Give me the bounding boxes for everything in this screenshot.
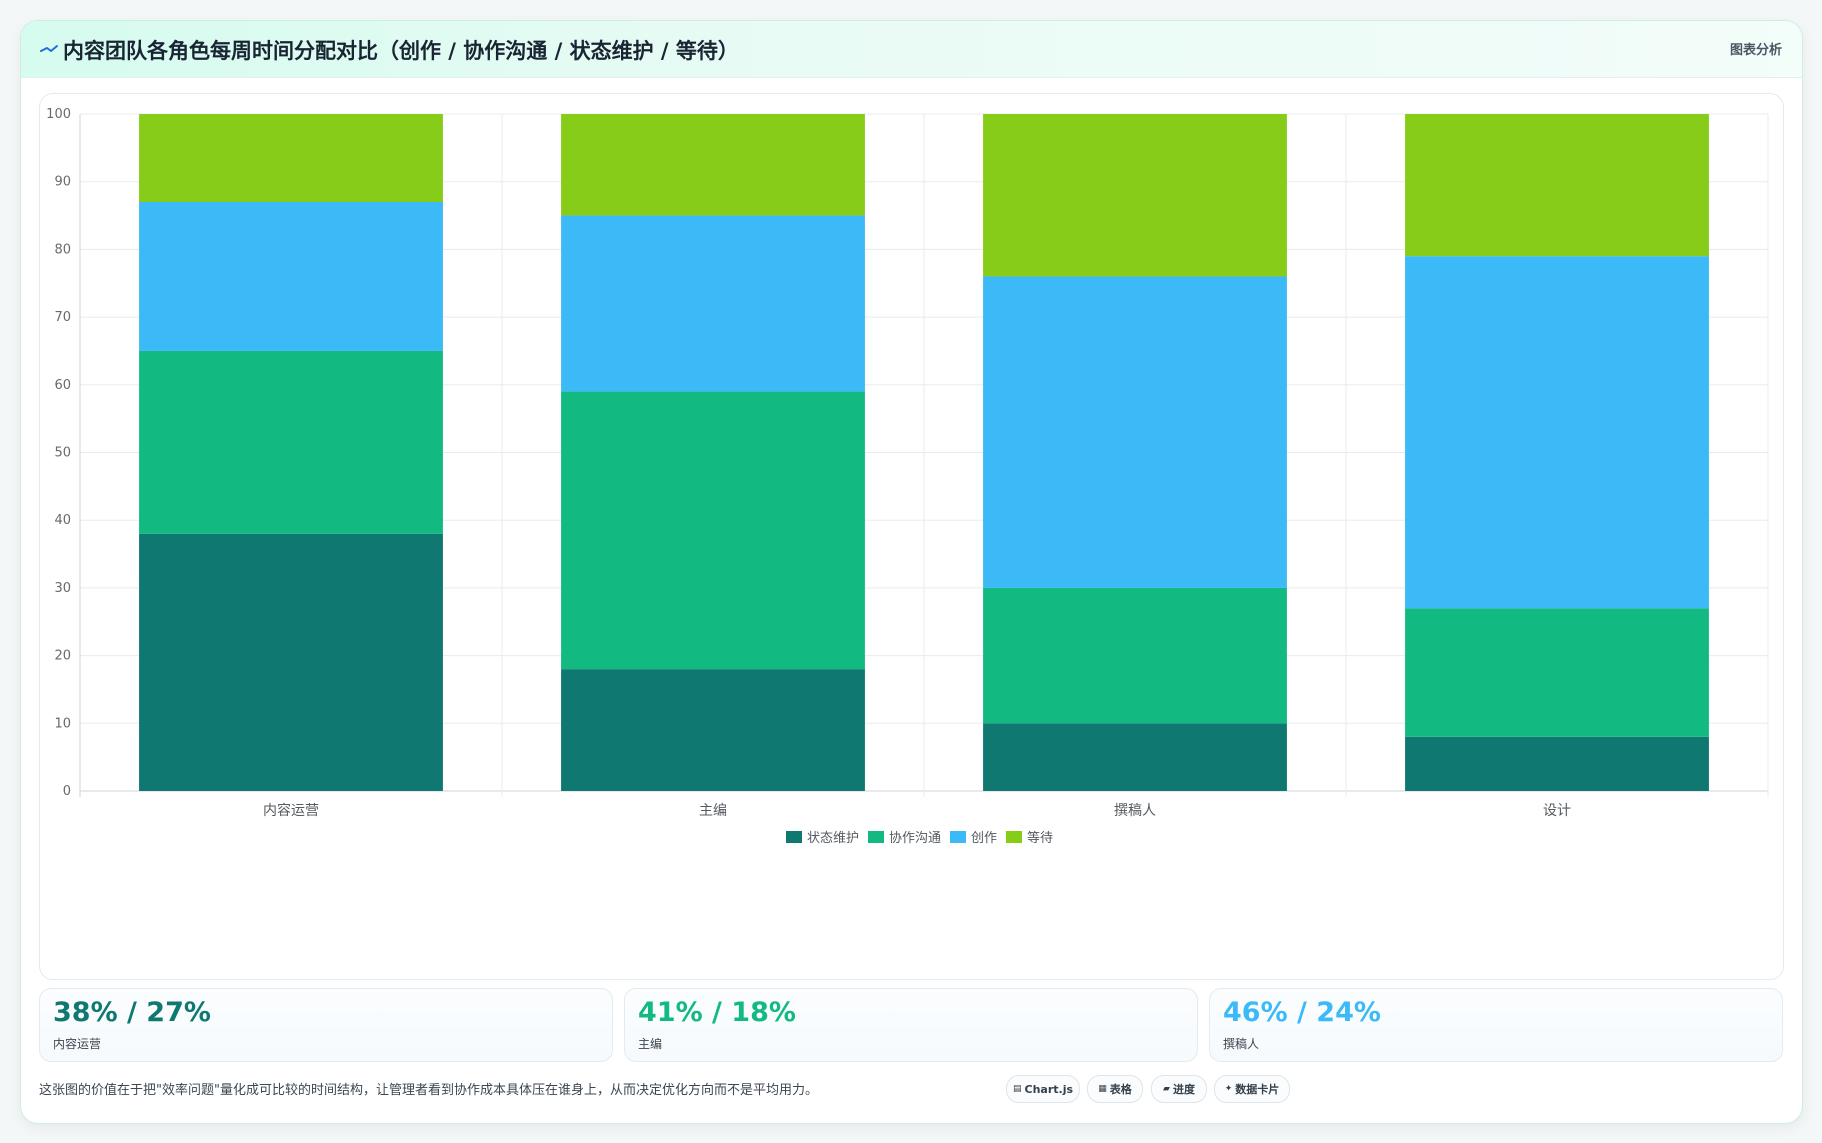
bar-segment <box>561 391 865 670</box>
chart-analysis-tag: 图表分析 <box>1729 43 1782 58</box>
y-tick-label: 80 <box>54 242 71 257</box>
chart-container: 0 10 20 30 40 50 60 70 80 90 100 内容运营 主编 撰稿人 设计状态维护 协作沟… <box>39 93 1784 980</box>
sparkle-icon: ✦ <box>1224 1084 1233 1094</box>
trend-icon <box>40 45 58 52</box>
bar-segment <box>1405 736 1709 791</box>
x-category-label: 内容运营 <box>263 802 319 819</box>
stat-card-content-ops: 38% / 27% 内容运营 <box>39 988 613 1062</box>
legend-swatch <box>1006 831 1022 843</box>
stat-cards: 38% / 27% 内容运营 41% / 18% 主编 46% / 24% 撰稿… <box>39 988 1783 1062</box>
bar-segment <box>139 350 443 534</box>
bar-segment <box>983 587 1287 724</box>
stat-value: 38% / 27% <box>53 997 211 1028</box>
bar-segment <box>1405 608 1709 737</box>
chip-table[interactable]: ▦ 表格 <box>1087 1075 1143 1103</box>
y-tick-label: 60 <box>54 378 71 393</box>
legend-swatch <box>786 831 802 843</box>
legend-swatch <box>868 831 884 843</box>
legend-label: 创作 <box>971 831 997 846</box>
y-tick-label: 100 <box>46 107 71 122</box>
legend-label: 等待 <box>1027 830 1053 846</box>
stat-label: 内容运营 <box>53 1037 102 1051</box>
y-tick-label: 90 <box>54 175 71 190</box>
bar-segment <box>139 114 443 203</box>
page-title: 内容团队各角色每周时间分配对比（创作 / 协作沟通 / 状态维护 / 等待） <box>63 39 739 63</box>
chip-progress[interactable]: ▰ 进度 <box>1151 1075 1207 1103</box>
bar-segment <box>139 533 443 791</box>
y-tick-label: 40 <box>54 513 71 528</box>
y-tick-label: 30 <box>54 581 71 596</box>
bar-segment <box>561 114 865 216</box>
stat-label: 撰稿人 <box>1223 1037 1260 1051</box>
x-category-label: 撰稿人 <box>1114 803 1156 819</box>
stat-label: 主编 <box>638 1037 663 1051</box>
stat-value: 46% / 24% <box>1223 997 1381 1028</box>
bar-segment <box>139 202 443 351</box>
chip-chartjs[interactable]: ▤ Chart.js <box>1006 1075 1080 1103</box>
legend-label: 协作沟通 <box>889 831 941 846</box>
stat-card-writer: 46% / 24% 撰稿人 <box>1209 988 1783 1062</box>
footer-note: 这张图的价值在于把"效率问题"量化成可比较的时间结构，让管理者看到协作成本具体压… <box>39 1083 818 1098</box>
bar-segment <box>1405 256 1709 609</box>
chart-icon: ▤ <box>1012 1084 1022 1094</box>
legend-swatch <box>950 831 966 843</box>
table-icon: ▦ <box>1098 1084 1107 1094</box>
x-category-label: 主编 <box>699 803 727 819</box>
bar-segment <box>983 276 1287 588</box>
chip-data-card[interactable]: ✦ 数据卡片 <box>1214 1075 1290 1103</box>
bar-segment <box>1405 114 1709 257</box>
stat-value: 41% / 18% <box>638 997 796 1028</box>
legend-label: 状态维护 <box>807 831 859 846</box>
bar-segment <box>561 669 865 791</box>
chart-card: 内容团队各角色每周时间分配对比（创作 / 协作沟通 / 状态维护 / 等待） 图… <box>20 20 1803 1124</box>
stat-card-editor: 41% / 18% 主编 <box>624 988 1198 1062</box>
card-header: 内容团队各角色每周时间分配对比（创作 / 协作沟通 / 状态维护 / 等待） 图… <box>21 21 1802 78</box>
y-tick-label: 20 <box>54 649 71 664</box>
y-tick-label: 10 <box>54 716 71 731</box>
bar-segment <box>561 215 865 392</box>
y-tick-label: 70 <box>54 310 71 325</box>
y-tick-label: 50 <box>54 446 71 461</box>
x-category-label: 设计 <box>1543 803 1571 819</box>
bar-segment <box>983 114 1287 277</box>
bar-segment <box>983 723 1287 791</box>
progress-icon: ▰ <box>1163 1084 1170 1094</box>
y-tick-label: 0 <box>63 784 71 799</box>
